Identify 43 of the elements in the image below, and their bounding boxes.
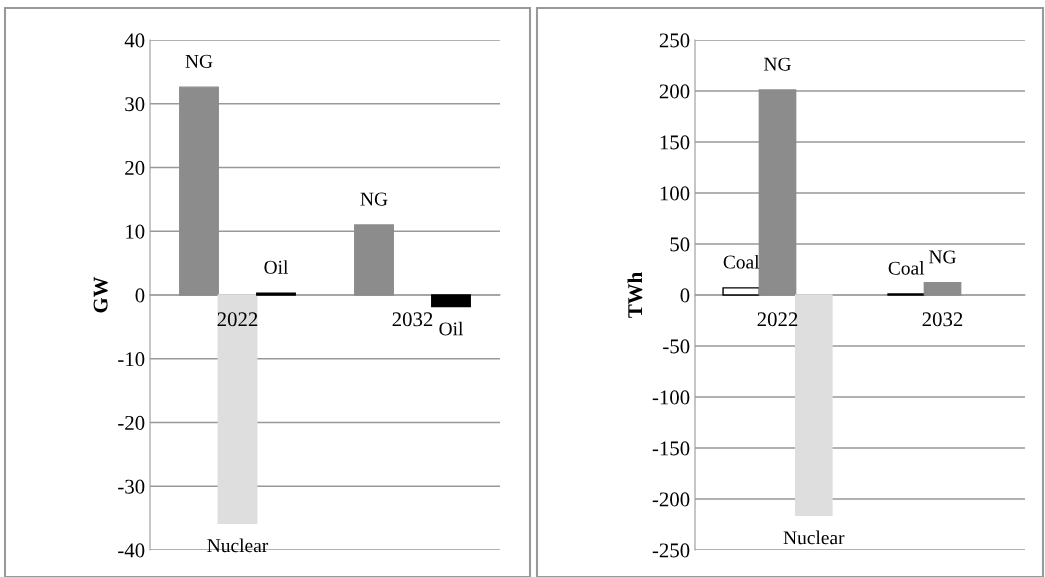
y-tick-label: -20: [118, 415, 145, 430]
bar: [923, 282, 962, 296]
x-tick-label: 2022: [757, 312, 798, 327]
bar: [217, 294, 258, 524]
x-tick-label: 2032: [392, 312, 433, 327]
y-tick-label: 100: [660, 186, 690, 201]
bar: [758, 89, 797, 296]
text: NG: [360, 192, 388, 206]
y-axis-title: TWh: [627, 272, 643, 318]
text: NG: [929, 250, 956, 264]
bar: [722, 287, 761, 296]
y-tick-label: 50: [670, 237, 690, 252]
bar: [354, 224, 394, 296]
y-tick-label: -100: [652, 390, 690, 405]
y-tick-label: -40: [118, 543, 145, 558]
y-tick-label: -200: [652, 492, 690, 507]
y-tick-label: -150: [652, 441, 690, 456]
y-tick-label: 0: [680, 288, 690, 303]
bar: [431, 294, 471, 308]
y-tick-label: -250: [652, 543, 690, 558]
series-label: NG: [185, 54, 213, 68]
series-label: Nuclear: [783, 530, 845, 545]
y-axis-title: GW: [93, 276, 108, 313]
series-label: Nuclear: [207, 538, 269, 553]
series-label: Coal: [723, 254, 760, 269]
y-tick-label: -50: [663, 339, 690, 354]
x-tick-label: 2022: [217, 312, 258, 327]
y-tick-label: 250: [659, 33, 690, 48]
y-tick-label: 20: [125, 160, 145, 175]
series-label: NG: [764, 57, 791, 71]
y-tick-label: 150: [660, 135, 690, 150]
y-tick-label: 10: [126, 224, 145, 239]
y-tick-label: 40: [124, 33, 145, 48]
y-tick-label: 0: [135, 288, 145, 303]
x-tick-label: 2032: [922, 312, 963, 327]
y-tick-label: 200: [659, 84, 690, 99]
text: Coal: [888, 261, 925, 275]
series-label: Oil: [439, 321, 464, 336]
bar: [179, 86, 219, 296]
y-tick-label: -10: [118, 352, 145, 367]
y-tick-label: 30: [125, 97, 145, 112]
text: Oil: [264, 260, 289, 274]
y-tick-label: -30: [118, 479, 145, 494]
